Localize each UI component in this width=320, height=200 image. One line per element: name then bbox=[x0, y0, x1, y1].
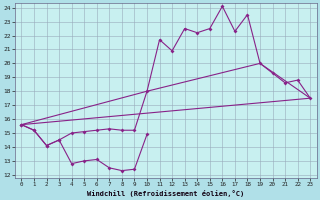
X-axis label: Windchill (Refroidissement éolien,°C): Windchill (Refroidissement éolien,°C) bbox=[87, 190, 244, 197]
